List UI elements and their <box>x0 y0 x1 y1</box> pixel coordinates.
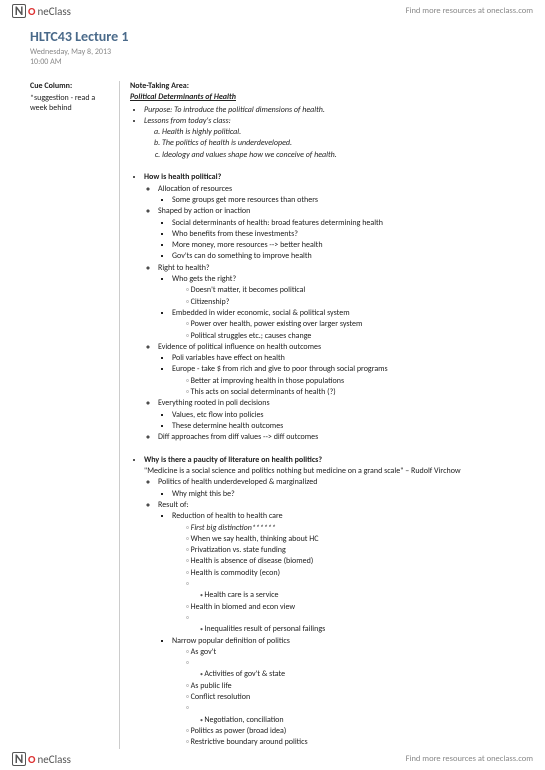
q2-result: Result of: <box>158 500 525 511</box>
cue-text: *suggestion - read a week behind <box>30 93 111 113</box>
q2-narrow-restrict: Restrictive boundary around politics <box>186 737 525 748</box>
q1-embedded-0: Power over health, power existing over l… <box>186 319 525 330</box>
logo-rest: neClass <box>37 5 71 18</box>
logo-n: N <box>12 4 26 18</box>
purpose-line: Purpose: To introduce the political dime… <box>144 105 525 116</box>
q1-shaped-3: Gov'ts can do something to improve healt… <box>172 251 525 262</box>
q1-rooted-0: Values, etc flow into policies <box>172 410 525 421</box>
cue-column: Cue Column: *suggestion - read a week be… <box>30 81 120 749</box>
q1-right: Right to health? <box>158 263 525 274</box>
q2: Why is there a paucity of literature on … <box>144 455 525 466</box>
q1-shaped-2: More money, more resources --> better he… <box>172 240 525 251</box>
q1-diff: Diff approaches from diff values --> dif… <box>158 432 525 443</box>
q2-red-1: When we say health, thinking about HC <box>186 534 525 545</box>
logo-top: NOneClass <box>12 4 71 18</box>
q2-narrow: Narrow popular definition of politics <box>172 636 525 647</box>
lecture-date: Wednesday, May 8, 2013 <box>30 47 525 57</box>
bottom-bar: NOneClass Find more resources at oneclas… <box>0 748 545 770</box>
q1-right-who-0: Doesn't matter, it becomes political <box>186 285 525 296</box>
q1-shaped-1: Who benefits from these investments? <box>172 229 525 240</box>
q1-ev-eu-1: This acts on social determinants of heal… <box>186 387 525 398</box>
q2-under: Politics of health underdeveloped & marg… <box>158 477 525 488</box>
q2-red-0: First big distinction****** <box>186 523 525 534</box>
q2-biomed: Health in biomed and econ view <box>186 602 525 613</box>
q2-narrow-conflict-sub: Negotiation, conciliation <box>200 715 525 726</box>
logo-o: O <box>28 5 35 18</box>
q1-rooted-1: These determine health outcomes <box>172 421 525 432</box>
q2-biomed-sub: Inequalities result of personal failings <box>200 624 525 635</box>
lesson-a: Health is highly political. <box>162 127 525 138</box>
notes-header: Note-Taking Area: <box>130 81 525 92</box>
virchow-quote: "Medicine is a social science and politi… <box>130 466 525 477</box>
q1-rooted: Everything rooted in poli decisions <box>158 398 525 409</box>
q2-red-3: Health is absence of disease (biomed) <box>186 556 525 567</box>
q2-service: Health care is a service <box>200 590 525 601</box>
q1-right-who: Who gets the right? <box>172 274 525 285</box>
cue-header: Cue Column: <box>30 81 111 91</box>
q1-embedded-1: Political struggles etc.; causes change <box>186 331 525 342</box>
q1-ev-poli: Poli variables have effect on health <box>172 353 525 364</box>
q1: How is health political? Allocation of r… <box>144 172 525 443</box>
q1-alloc-sub: Some groups get more resources than othe… <box>172 195 525 206</box>
lessons-list: Health is highly political. The politics… <box>144 127 525 160</box>
notes-subtitle: Political Determinants of Health <box>130 92 525 103</box>
lessons-line: Lessons from today's class: Health is hi… <box>144 116 525 161</box>
q2-narrow-govt: As gov't <box>186 647 525 658</box>
tagline-top: Find more resources at oneclass.com <box>406 6 533 16</box>
tagline-bottom: Find more resources at oneclass.com <box>406 754 533 764</box>
q2-reduction: Reduction of health to health care <box>172 511 525 522</box>
page-body: HLTC43 Lecture 1 Wednesday, May 8, 2013 … <box>0 0 545 770</box>
q2-narrow-power: Politics as power (broad idea) <box>186 726 525 737</box>
top-bar: NOneClass Find more resources at oneclas… <box>0 0 545 22</box>
q2-under-sub: Why might this be? <box>172 489 525 500</box>
lecture-title: HLTC43 Lecture 1 <box>30 28 525 45</box>
lesson-c: Ideology and values shape how we conceiv… <box>162 150 525 161</box>
q1-shaped-0: Social determinants of health: broad fea… <box>172 218 525 229</box>
q1-embedded: Embedded in wider economic, social & pol… <box>172 308 525 319</box>
q1-ev-eu: Europe - take $ from rich and give to po… <box>172 364 525 375</box>
q1-ev-eu-0: Better at improving health in those popu… <box>186 376 525 387</box>
q1-alloc: Allocation of resources <box>158 184 525 195</box>
q1-evidence: Evidence of political influence on healt… <box>158 342 525 353</box>
notes-area: Note-Taking Area: Political Determinants… <box>120 81 525 749</box>
q1-shaped: Shaped by action or inaction <box>158 206 525 217</box>
lecture-time: 10:00 AM <box>30 57 525 67</box>
q2-red-2: Privatization vs. state funding <box>186 545 525 556</box>
q2-narrow-conflict: Conflict resolution <box>186 692 525 703</box>
q2-narrow-govt-sub: Activities of gov't & state <box>200 669 525 680</box>
logo-bottom: NOneClass <box>12 752 71 766</box>
lesson-b: The politics of health is underdeveloped… <box>162 138 525 149</box>
q2-narrow-public: As public life <box>186 681 525 692</box>
q2-red-4: Health is commodity (econ) <box>186 568 525 579</box>
q1-right-who-1: Citizenship? <box>186 297 525 308</box>
